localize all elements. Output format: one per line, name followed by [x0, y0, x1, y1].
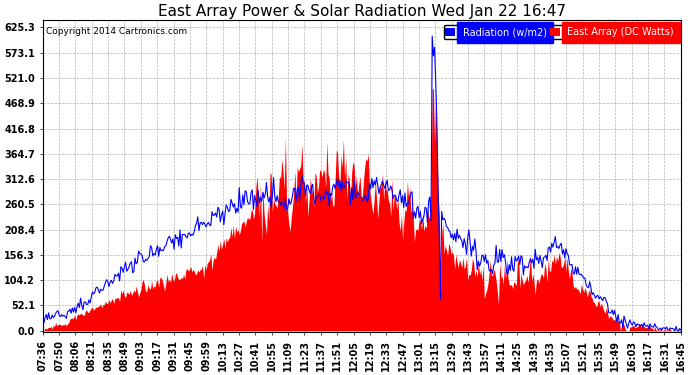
- Legend: Radiation (w/m2), East Array (DC Watts): Radiation (w/m2), East Array (DC Watts): [444, 25, 676, 39]
- Title: East Array Power & Solar Radiation Wed Jan 22 16:47: East Array Power & Solar Radiation Wed J…: [158, 4, 566, 19]
- Text: Copyright 2014 Cartronics.com: Copyright 2014 Cartronics.com: [46, 27, 187, 36]
